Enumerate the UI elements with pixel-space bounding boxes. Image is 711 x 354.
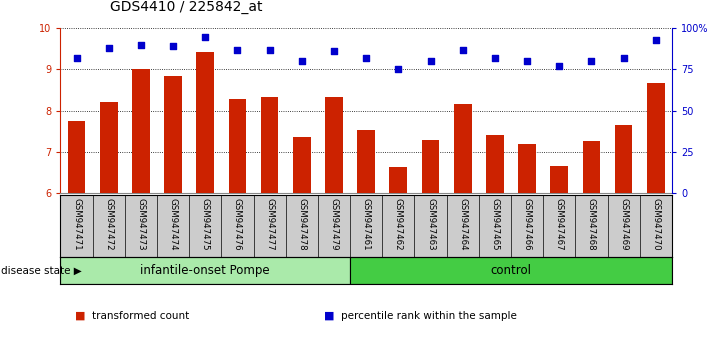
Text: GSM947465: GSM947465 (491, 198, 499, 250)
Text: GSM947467: GSM947467 (555, 198, 564, 250)
Point (586, 58, 597, 64)
Text: GSM947474: GSM947474 (169, 198, 178, 250)
Text: ■: ■ (324, 311, 334, 321)
Point (392, 67, 404, 72)
Text: GSM947478: GSM947478 (297, 198, 306, 250)
Bar (358, 130, 375, 193)
Bar (422, 140, 439, 193)
Point (296, 58, 307, 64)
Text: GSM947471: GSM947471 (72, 198, 81, 250)
Point (360, 55, 372, 61)
Bar (454, 104, 471, 193)
Text: control: control (491, 264, 532, 277)
Text: GSM947462: GSM947462 (394, 198, 403, 250)
Text: GSM947469: GSM947469 (619, 198, 628, 250)
Bar (60, 257, 350, 284)
Text: GSM947475: GSM947475 (201, 198, 210, 250)
Text: infantile-onset Pompe: infantile-onset Pompe (141, 264, 270, 277)
Bar (228, 99, 246, 193)
Text: GSM947476: GSM947476 (233, 198, 242, 250)
Text: GSM947464: GSM947464 (458, 198, 467, 250)
Bar (615, 125, 633, 193)
Point (521, 58, 533, 64)
Point (618, 55, 629, 61)
Bar (261, 97, 279, 193)
Bar (647, 82, 665, 193)
Text: transformed count: transformed count (92, 311, 190, 321)
Bar (196, 52, 214, 193)
Point (264, 47, 275, 52)
Point (328, 48, 340, 54)
Bar (164, 76, 182, 193)
Text: GSM947466: GSM947466 (523, 198, 532, 250)
Bar (518, 144, 536, 193)
Text: GSM947477: GSM947477 (265, 198, 274, 250)
Point (71, 55, 82, 61)
Point (200, 34, 211, 39)
Point (167, 44, 178, 49)
Bar (582, 142, 600, 193)
Bar (68, 121, 85, 193)
Text: GSM947463: GSM947463 (426, 198, 435, 250)
Point (457, 47, 469, 52)
Bar (325, 97, 343, 193)
Bar (293, 137, 311, 193)
Point (135, 42, 146, 48)
Bar (390, 167, 407, 193)
Text: GSM947461: GSM947461 (362, 198, 370, 250)
Bar (550, 166, 568, 193)
Text: GSM947470: GSM947470 (651, 198, 661, 250)
Text: GSM947473: GSM947473 (137, 198, 145, 250)
Text: ■: ■ (75, 311, 85, 321)
Text: GSM947472: GSM947472 (105, 198, 113, 250)
Text: GSM947468: GSM947468 (587, 198, 596, 250)
Point (554, 63, 565, 69)
Point (489, 55, 501, 61)
Text: disease state ▶: disease state ▶ (1, 266, 82, 276)
Text: GDS4410 / 225842_at: GDS4410 / 225842_at (110, 0, 262, 14)
Point (103, 45, 114, 51)
Bar (350, 257, 672, 284)
Bar (100, 102, 117, 193)
Point (650, 37, 661, 43)
Text: GSM947479: GSM947479 (329, 198, 338, 250)
Point (232, 47, 243, 52)
Bar (486, 135, 503, 193)
Point (425, 58, 437, 64)
Bar (132, 69, 150, 193)
Text: percentile rank within the sample: percentile rank within the sample (341, 311, 517, 321)
